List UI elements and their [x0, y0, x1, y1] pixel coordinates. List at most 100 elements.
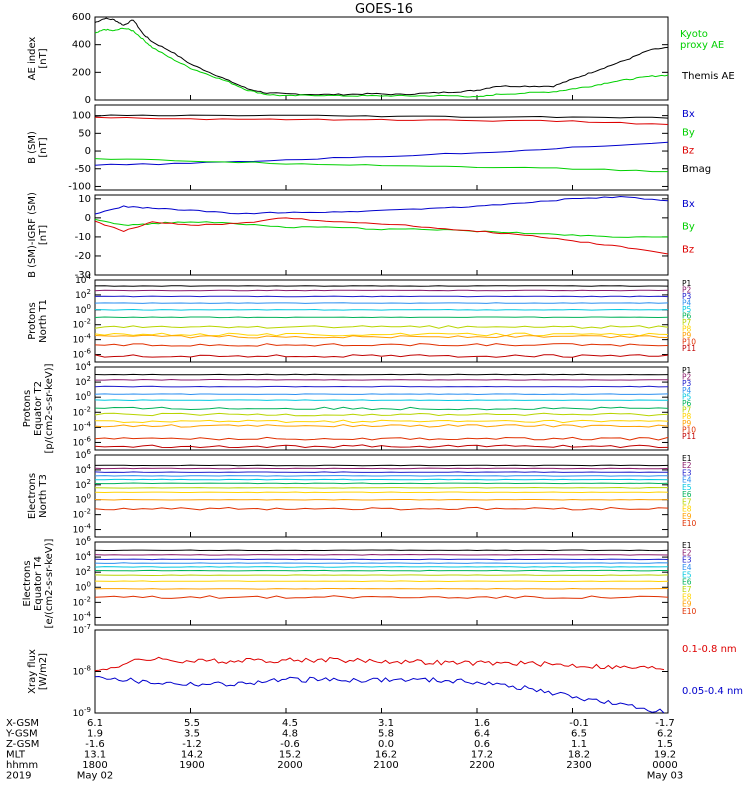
footer-value: 6.2	[657, 729, 673, 740]
series-line-e6	[94, 482, 669, 485]
y-tick-label: 10-6	[73, 348, 92, 361]
series-line-p7	[94, 412, 669, 417]
y-axis-label: B (SM)-IGRF (SM)	[27, 192, 38, 278]
legend-label: P2	[682, 373, 692, 382]
legend-label: P9	[682, 419, 692, 428]
y-tick-label: -10	[75, 232, 91, 243]
legend-label: P4	[682, 386, 692, 395]
series-line-e9	[94, 587, 669, 590]
series-line-e1	[94, 464, 669, 467]
footer-row-label: hhmm	[6, 760, 38, 771]
legend-label: P7	[682, 318, 692, 327]
footer-value: -1.7	[655, 718, 675, 729]
y-tick-label: 106	[75, 535, 91, 548]
y-tick-label: 400	[72, 40, 91, 51]
legend-label: E7	[682, 585, 692, 594]
series-line-p10	[94, 436, 669, 441]
series-line-e5	[94, 566, 669, 568]
y-tick-label: 100	[75, 390, 91, 403]
y-axis-label: AE index	[27, 37, 38, 81]
footer-value: 0.0	[378, 739, 394, 750]
footer-value: 13.1	[84, 750, 106, 761]
series-line-e5	[95, 478, 669, 481]
series-line-p5	[94, 399, 668, 402]
footer-value: 1900	[179, 760, 204, 771]
footer-year: 2019	[6, 771, 31, 782]
y-tick-label: 0	[85, 146, 91, 157]
legend-label: P5	[682, 392, 692, 401]
y-axis-label: Equator T2	[33, 381, 44, 436]
series-line-p7	[94, 325, 669, 329]
legend-label: E3	[682, 468, 692, 477]
legend-label: E2	[682, 461, 692, 470]
y-axis-label: Protons	[27, 302, 38, 339]
legend-label: proxy AE	[680, 40, 724, 51]
series-line-p2	[95, 378, 669, 381]
series-line-e10	[94, 506, 669, 511]
legend-label: By	[682, 127, 695, 138]
series-line-p2	[94, 289, 669, 292]
footer-value: 3.1	[378, 718, 394, 729]
legend-label: P6	[682, 399, 692, 408]
y-tick-label: 10-4	[73, 333, 92, 346]
panel-5: 10-6 10-4 10-2 100 102 104 Protons Equator T2 [p…	[22, 360, 696, 454]
y-tick-label: 10-2	[73, 405, 91, 418]
footer-row-label: Z-GSM	[6, 739, 39, 750]
footer-value: 1800	[82, 760, 107, 771]
legend-label: E6	[682, 578, 692, 587]
footer-value: 6.1	[87, 718, 103, 729]
panel-frame	[94, 279, 669, 363]
legend-label: E4	[682, 563, 692, 572]
y-axis-label: Electrons	[27, 473, 38, 519]
y-tick-label: 0	[85, 213, 91, 224]
series-line-bz	[94, 116, 669, 125]
y-axis-label: Electrons	[22, 560, 33, 606]
panel-frame	[94, 454, 669, 538]
legend-label: Kyoto	[680, 29, 708, 40]
series-line-bx	[94, 195, 669, 215]
legend-label: E10	[682, 607, 697, 616]
series-line-e10	[94, 595, 669, 599]
y-tick-label: 10-6	[73, 435, 92, 448]
legend-label: E5	[682, 570, 692, 579]
series-line-themis-ae	[94, 17, 669, 96]
series-line-e6	[94, 569, 668, 572]
footer-date-end: May 03	[647, 771, 684, 782]
series-line-p3	[94, 295, 669, 298]
footer-value: 0000	[652, 760, 677, 771]
y-tick-label: 10-2	[73, 318, 91, 331]
footer-row-label: X-GSM	[6, 718, 39, 729]
legend-label: E6	[682, 490, 692, 499]
footer-value: 5.8	[378, 729, 394, 740]
y-tick-label: 104	[75, 550, 91, 563]
series-line-bx	[94, 141, 669, 166]
y-axis-label: [nT]	[38, 137, 49, 157]
y-tick-label: 10-4	[73, 420, 92, 433]
series-line-e8	[94, 491, 669, 494]
footer-value: 2300	[566, 760, 591, 771]
y-tick-label: 10-4	[73, 610, 92, 623]
legend-label: 0.05-0.4 nm	[682, 686, 743, 697]
y-tick-label: 106	[75, 448, 91, 461]
panel-frame	[94, 194, 669, 276]
y-axis-label: [e/(cm2-s-sr-keV)]	[44, 538, 55, 628]
legend-label: E3	[682, 556, 692, 565]
footer-value: 5.5	[184, 718, 200, 729]
legend-label: E10	[682, 519, 697, 528]
legend-label: P1	[682, 366, 692, 375]
y-tick-label: 10-4	[73, 523, 92, 536]
series-line-bmag	[94, 114, 669, 119]
panel-4: 10-6 10-4 10-2 100 102 104 Protons North T1 P1P2…	[27, 273, 696, 363]
footer-value: -1.6	[85, 739, 105, 750]
y-tick-label: 104	[75, 463, 91, 476]
legend-label: P3	[682, 379, 692, 388]
y-axis-label: North T3	[38, 474, 49, 518]
legend-label: Bx	[682, 199, 695, 210]
footer-value: 6.5	[571, 729, 587, 740]
series-line-by	[94, 158, 668, 173]
legend-label: By	[682, 222, 695, 233]
series-line-p5	[94, 308, 669, 311]
